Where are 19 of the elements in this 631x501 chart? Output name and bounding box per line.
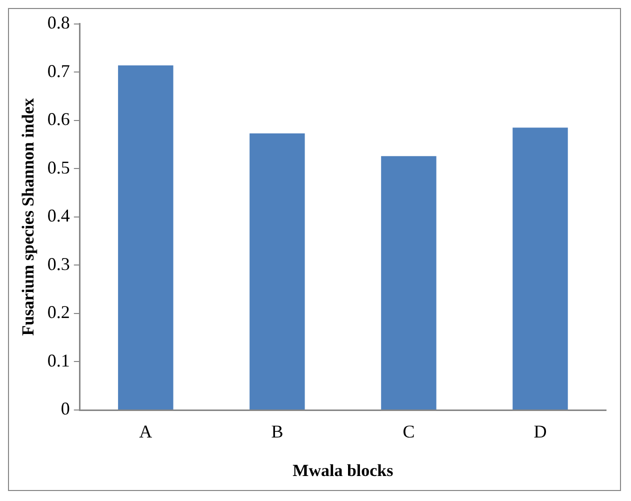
y-tick-label: 0.7 bbox=[47, 60, 70, 81]
bar bbox=[250, 133, 305, 410]
bar bbox=[512, 128, 568, 410]
x-tick-label: B bbox=[271, 422, 284, 442]
y-tick-label: 0.1 bbox=[47, 350, 70, 370]
y-tick-label: 0.5 bbox=[47, 157, 70, 178]
x-tick-label: C bbox=[402, 422, 415, 442]
y-tick-label: 0.4 bbox=[47, 206, 70, 226]
y-tick-label: 0.8 bbox=[47, 12, 70, 33]
bar bbox=[118, 65, 174, 410]
y-axis-title: Fusarium species Shannon index bbox=[18, 98, 38, 336]
y-tick-label: 0.2 bbox=[47, 302, 70, 322]
y-tick-label: 0.3 bbox=[47, 254, 70, 274]
x-tick-label: D bbox=[534, 422, 547, 442]
y-tick-label: 0.6 bbox=[47, 109, 70, 130]
y-tick-label: 0 bbox=[60, 398, 70, 419]
bar bbox=[381, 156, 436, 410]
x-tick-label: A bbox=[139, 422, 152, 442]
x-axis-title: Mwala blocks bbox=[292, 461, 394, 480]
